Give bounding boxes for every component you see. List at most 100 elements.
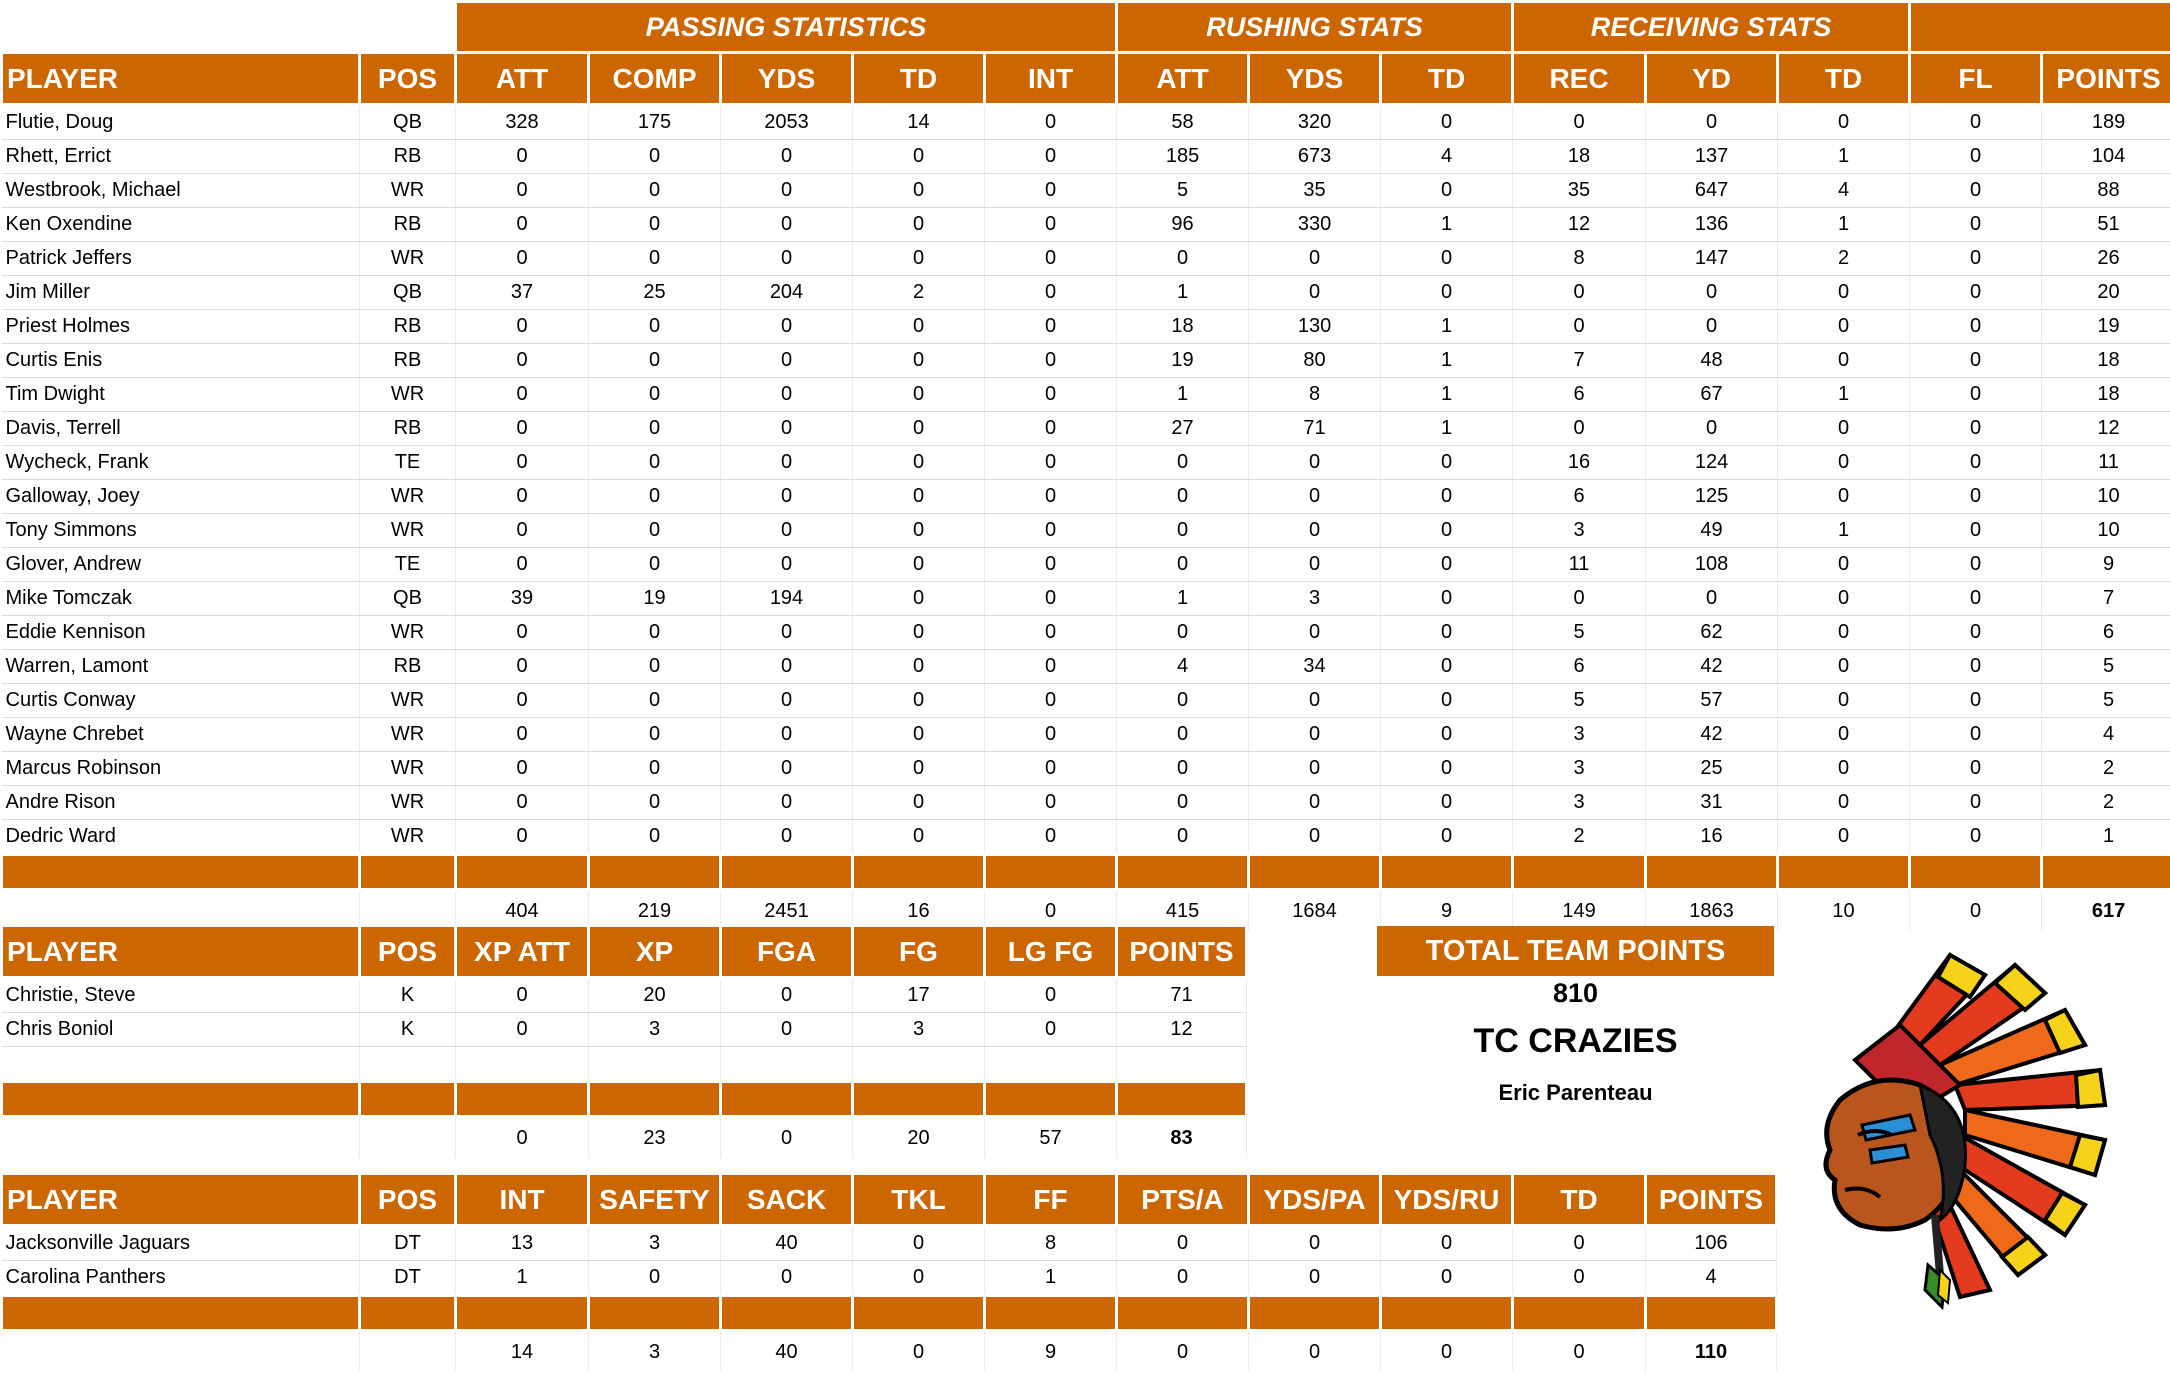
- stat-cell: 0: [1380, 649, 1514, 684]
- stat-cell: 0: [588, 513, 721, 548]
- total-cell: 110: [1645, 1330, 1777, 1372]
- stat-cell: 5: [1512, 683, 1647, 718]
- stat-cell: 0: [455, 785, 589, 820]
- stat-cell: 0: [1380, 479, 1514, 514]
- total-team-points-value: 810: [1552, 978, 1599, 1008]
- totals-row: 404 219 2451 16 0 415 1684 9 149 1863 10 0 617: [1, 889, 2170, 931]
- stat-cell: 67: [1645, 377, 1779, 412]
- stat-cell: 0: [1116, 785, 1250, 820]
- separator-band: [0, 1294, 1778, 1332]
- stat-cell: 0: [1909, 785, 2043, 820]
- stat-cell: 2: [1777, 241, 1911, 276]
- receiving-group-header: RECEIVING STATS: [1511, 0, 1912, 54]
- stat-cell: 0: [588, 377, 721, 412]
- stat-cell: 0: [1380, 615, 1514, 650]
- stat-cell: WR: [359, 717, 456, 752]
- stat-cell: 0: [984, 275, 1118, 310]
- stat-cell: 1: [1380, 343, 1514, 378]
- stat-cell: 125: [1645, 479, 1779, 514]
- player-name-cell: Wycheck, Frank: [1, 445, 360, 480]
- stat-cell: 71: [1116, 977, 1247, 1013]
- total-cell: 9: [984, 1330, 1117, 1372]
- total-cell: [1, 1330, 360, 1372]
- stat-cell: 1: [1777, 377, 1911, 412]
- stat-cell: 0: [1248, 1260, 1381, 1296]
- stat-cell: 6: [1512, 649, 1647, 684]
- stat-cell: 20: [588, 977, 721, 1013]
- stat-cell: 0: [1248, 717, 1382, 752]
- stat-cell: 0: [852, 173, 985, 208]
- stat-cell: 0: [1380, 1260, 1513, 1296]
- stat-cell: 0: [984, 411, 1118, 446]
- stat-cell: 0: [1248, 819, 1382, 855]
- stat-cell: 4: [1645, 1260, 1777, 1296]
- stat-cell: 0: [852, 513, 985, 548]
- rushing-group-header: RUSHING STATS: [1115, 0, 1515, 54]
- player-name-cell: Wayne Chrebet: [1, 717, 360, 752]
- kicking-col-header: LG FG: [983, 924, 1118, 979]
- stat-cell: 57: [1645, 683, 1779, 718]
- stat-cell: WR: [359, 819, 456, 855]
- stat-cell: 0: [852, 717, 985, 752]
- stat-cell: WR: [359, 751, 456, 786]
- total-cell: [359, 1330, 456, 1372]
- stat-cell: 16: [1512, 445, 1647, 480]
- stat-cell: 0: [1248, 241, 1382, 276]
- stat-cell: WR: [359, 513, 456, 548]
- stat-cell: 0: [720, 139, 853, 174]
- stat-cell: 0: [455, 241, 589, 276]
- stat-cell: 8: [1248, 377, 1382, 412]
- stat-cell: 88: [2041, 173, 2170, 208]
- total-cell: 0: [852, 1330, 985, 1372]
- stat-cell: 0: [1645, 104, 1779, 140]
- stat-cell: WR: [359, 479, 456, 514]
- stat-cell: 0: [1116, 241, 1250, 276]
- player-name-cell: Patrick Jeffers: [1, 241, 360, 276]
- stat-cell: 11: [2041, 445, 2170, 480]
- stat-cell: 0: [455, 377, 589, 412]
- kicking-col-header: PLAYER: [0, 924, 361, 979]
- stat-cell: 0: [720, 717, 853, 752]
- stat-cell: 0: [984, 139, 1118, 174]
- total-cell: [1, 889, 360, 931]
- stat-cell: 3: [1248, 581, 1382, 616]
- stat-cell: 18: [1116, 309, 1250, 344]
- total-cell: 20: [852, 1116, 985, 1158]
- stat-cell: 0: [1512, 309, 1647, 344]
- stat-cell: 0: [852, 547, 985, 582]
- kicking-col-header: FG: [851, 924, 986, 979]
- defense-col-header: PLAYER: [0, 1172, 361, 1227]
- stat-cell: 0: [1777, 411, 1911, 446]
- stat-cell: 7: [2041, 581, 2170, 616]
- stat-cell: 0: [1777, 819, 1911, 855]
- kicking-col-header: POINTS: [1115, 924, 1248, 979]
- stat-cell: 0: [720, 1012, 853, 1047]
- stat-cell: 0: [588, 241, 721, 276]
- player-name-cell: Mike Tomczak: [1, 581, 360, 616]
- table-row: Tim Dwight WR 0 0 0 0 0 1 8 1 6 67 1 0 18: [1, 377, 2170, 412]
- stat-cell: 0: [1116, 819, 1250, 855]
- stat-cell: 58: [1116, 104, 1250, 140]
- stat-cell: 18: [1512, 139, 1647, 174]
- stat-cell: 0: [1380, 445, 1514, 480]
- stat-cell: 0: [720, 615, 853, 650]
- stat-cell: 0: [1380, 581, 1514, 616]
- stat-cell: 0: [455, 411, 589, 446]
- stat-cell: 96: [1116, 207, 1250, 242]
- offense-col-header: ATT: [1115, 51, 1251, 106]
- stat-cell: 0: [1777, 343, 1911, 378]
- total-cell: [359, 889, 456, 931]
- stat-cell: 0: [1909, 139, 2043, 174]
- player-name-cell: Westbrook, Michael: [1, 173, 360, 208]
- stat-cell: 0: [1645, 309, 1779, 344]
- stat-cell: 11: [1512, 547, 1647, 582]
- stat-cell: 2: [1512, 819, 1647, 855]
- stat-cell: 0: [984, 581, 1118, 616]
- stat-cell: 0: [1777, 309, 1911, 344]
- stat-cell: 0: [984, 343, 1118, 378]
- defense-column-headers: PLAYER POS INT SAFETY SACK TKL FF PTS/A YDS/PA YD…: [0, 1172, 1778, 1227]
- stat-cell: 0: [1512, 411, 1647, 446]
- table-row: Westbrook, Michael WR 0 0 0 0 0 5 35 0 35 647 4 0 88: [1, 173, 2170, 208]
- stat-cell: 1: [1116, 581, 1250, 616]
- total-cell: 219: [588, 889, 721, 931]
